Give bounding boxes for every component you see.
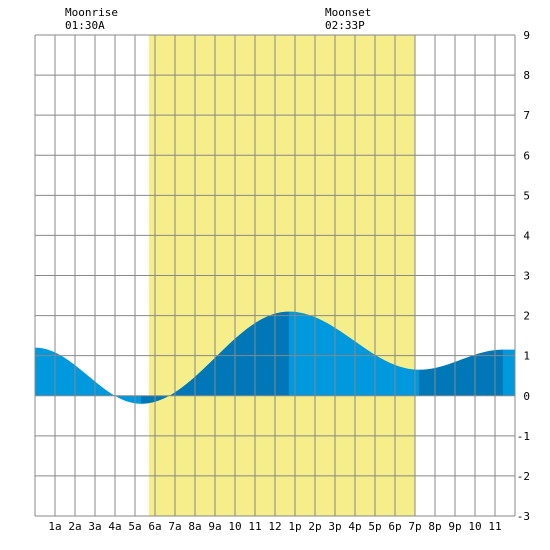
moonset-label: Moonset (325, 6, 372, 19)
x-axis-labels: 1a 2a 3a 4a 5a 6a 7a 8a 9a 10 11 12 1p 2p 3p 4p 5p 6p 7p 8p… (48, 520, 501, 533)
tide-falling-segment (35, 347, 141, 404)
x-tick-label: 3a (88, 520, 101, 533)
moonrise-time: 01:30A (65, 19, 105, 32)
y-tick-label: 6 (523, 149, 530, 162)
y-tick-label: 7 (523, 109, 530, 122)
x-tick-label: 6p (388, 520, 401, 533)
x-tick-label: 1p (288, 520, 301, 533)
x-tick-label: 3p (328, 520, 341, 533)
y-tick-label: 4 (523, 229, 530, 242)
moonrise-label: Moonrise (65, 6, 118, 19)
x-tick-label: 10 (228, 520, 241, 533)
y-tick-label: 1 (523, 350, 530, 363)
y-tick-label: 0 (523, 390, 530, 403)
y-tick-label: 5 (523, 189, 530, 202)
x-tick-label: 11 (248, 520, 261, 533)
x-tick-label: 9p (448, 520, 461, 533)
x-tick-label: 9a (208, 520, 221, 533)
grid (34, 34, 516, 517)
y-tick-label: -2 (517, 470, 530, 483)
x-tick-label: 4p (348, 520, 361, 533)
x-tick-label: 5a (128, 520, 141, 533)
x-tick-label: 7p (408, 520, 421, 533)
x-tick-label: 2a (68, 520, 81, 533)
y-tick-label: 2 (523, 310, 530, 323)
x-tick-label: 4a (108, 520, 121, 533)
x-tick-label: 6a (148, 520, 161, 533)
y-tick-label: 3 (523, 270, 530, 283)
x-tick-label: 12 (268, 520, 281, 533)
x-tick-label: 2p (308, 520, 321, 533)
x-tick-label: 7a (168, 520, 181, 533)
y-tick-label: 9 (523, 29, 530, 42)
x-tick-label: 5p (368, 520, 381, 533)
x-tick-label: 8a (188, 520, 201, 533)
x-tick-label: 1a (48, 520, 61, 533)
tide-rising-segment (419, 349, 503, 396)
x-tick-label: 11 (488, 520, 501, 533)
moonset-time: 02:33P (325, 19, 365, 32)
y-axis-labels: 9 8 7 6 5 4 3 2 1 0 -1 -2 -3 (517, 29, 531, 523)
tide-falling-segment (289, 311, 419, 396)
tide-tail-segment (503, 349, 515, 396)
y-tick-label: -3 (517, 510, 530, 523)
x-tick-label: 10 (468, 520, 481, 533)
y-tick-label: -1 (517, 430, 530, 443)
x-tick-label: 8p (428, 520, 441, 533)
y-tick-label: 8 (523, 69, 530, 82)
